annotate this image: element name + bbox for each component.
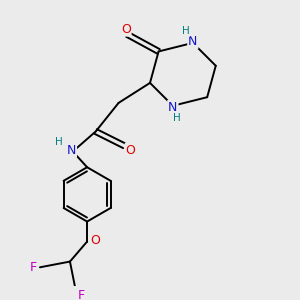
Text: H: H: [173, 113, 181, 123]
Text: O: O: [90, 234, 100, 247]
Text: N: N: [168, 101, 178, 114]
Text: O: O: [121, 23, 130, 36]
Text: H: H: [55, 136, 63, 146]
Text: F: F: [77, 289, 84, 300]
Text: N: N: [67, 144, 76, 157]
Text: N: N: [188, 35, 198, 48]
Text: H: H: [182, 26, 190, 36]
Text: O: O: [126, 144, 136, 157]
Text: F: F: [30, 261, 37, 274]
